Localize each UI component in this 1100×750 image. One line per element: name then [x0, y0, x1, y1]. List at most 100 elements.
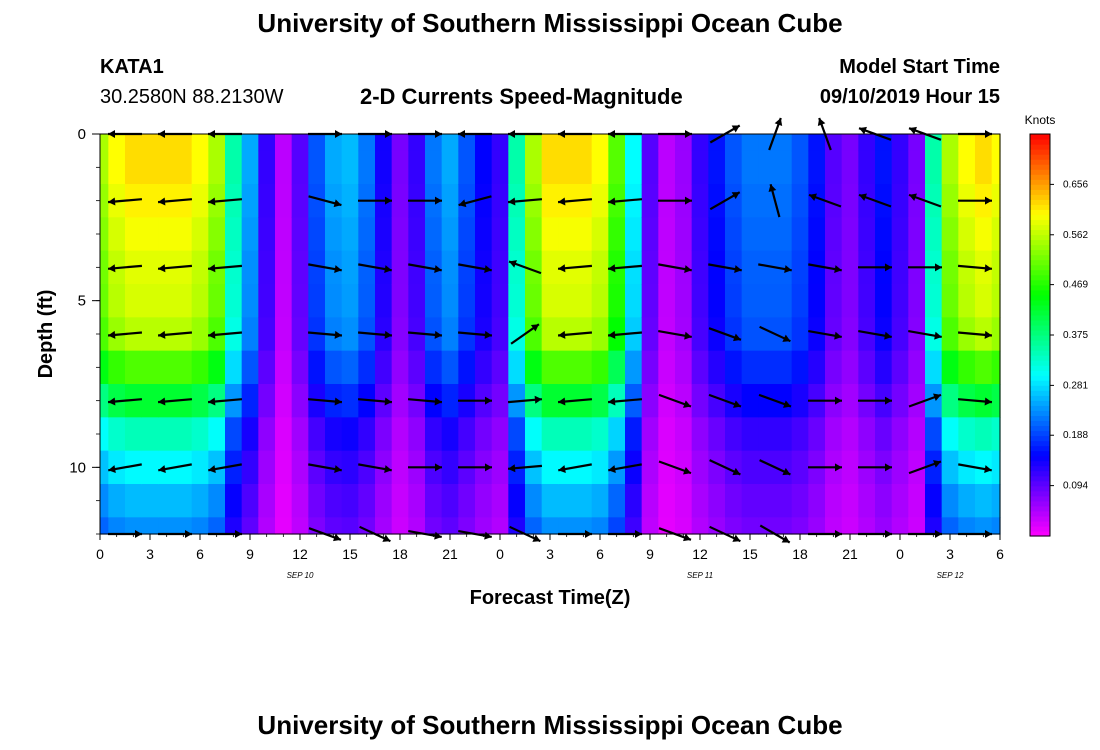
heat-cell [525, 250, 543, 285]
heat-cell [458, 284, 476, 318]
colorbar-segment [1030, 335, 1050, 341]
heat-cell [158, 350, 176, 385]
heat-cell [175, 517, 193, 535]
heat-cell [591, 134, 609, 152]
heat-cell [441, 384, 459, 418]
colorbar-segment [1030, 490, 1050, 497]
heat-cell [741, 284, 759, 318]
heat-cell [441, 150, 459, 185]
heat-cell [475, 417, 493, 452]
heat-cell [691, 250, 709, 285]
colorbar-tick-label: 0.281 [1063, 380, 1088, 391]
current-arrow [107, 330, 143, 339]
heat-cell [441, 350, 459, 385]
colorbar-segment [1030, 435, 1050, 442]
heat-cell [841, 184, 859, 218]
heat-cell [841, 150, 859, 185]
colorbar-segment [1030, 480, 1050, 487]
x-tick-label: 12 [692, 546, 708, 562]
heat-cell [158, 484, 176, 518]
heat-cell [858, 317, 876, 352]
heat-cell [141, 184, 159, 218]
heat-cell [808, 417, 826, 452]
heat-cell [841, 217, 859, 252]
heat-cell [275, 217, 293, 252]
heat-cell [925, 317, 943, 352]
heat-cell [358, 150, 376, 185]
heat-cell [291, 350, 309, 385]
current-arrow [908, 393, 942, 408]
heat-cell [541, 350, 559, 385]
heat-cell [491, 217, 509, 252]
heat-cell [991, 284, 1001, 318]
current-arrow [708, 263, 742, 274]
heat-cell [491, 184, 509, 218]
heat-cell [325, 150, 343, 185]
heat-cell [441, 250, 459, 285]
colorbar-segment [1030, 229, 1050, 236]
heat-cell [691, 134, 709, 152]
heat-cell [491, 517, 509, 535]
heat-cell [791, 484, 809, 518]
heat-cell [708, 417, 726, 452]
colorbar-segment [1030, 264, 1050, 271]
heat-cell [125, 217, 143, 252]
heat-cell [125, 484, 143, 518]
heat-cell [941, 417, 959, 452]
heat-cell [708, 250, 726, 285]
heat-cell [358, 217, 376, 252]
heat-cell [408, 350, 426, 385]
heat-cell [308, 217, 326, 252]
heat-cell [991, 417, 1001, 452]
heat-cell [641, 134, 659, 152]
heat-cell [291, 417, 309, 452]
current-arrow [607, 264, 643, 273]
heat-cell [391, 450, 409, 485]
heat-cell [258, 384, 276, 418]
colorbar-segment [1030, 430, 1050, 437]
heat-cell [375, 517, 393, 535]
current-arrow [357, 397, 393, 406]
heat-cell [775, 217, 793, 252]
current-arrow [708, 393, 742, 408]
heat-cell [958, 134, 976, 152]
heat-cell [691, 517, 709, 535]
heat-cell [241, 250, 259, 285]
heat-cell [241, 284, 259, 318]
heat-cell [191, 217, 209, 252]
heat-cell [941, 450, 959, 485]
current-arrow [510, 323, 540, 345]
heat-cell [191, 284, 209, 318]
heat-cell [725, 217, 743, 252]
heat-cell [875, 517, 893, 535]
heat-cell [925, 150, 943, 185]
heat-cell [141, 350, 159, 385]
heat-cell [225, 284, 243, 318]
heat-cell [658, 250, 676, 285]
heat-cell [925, 350, 943, 385]
heat-cell [875, 317, 893, 352]
x-tick-label: 21 [842, 546, 858, 562]
heat-cell [675, 134, 693, 152]
heat-cell [541, 384, 559, 418]
heat-cell [191, 250, 209, 285]
heat-cell [675, 350, 693, 385]
heat-cell [875, 217, 893, 252]
heat-cell [908, 450, 926, 485]
heat-cell [708, 134, 726, 152]
heat-cell [358, 517, 376, 535]
heat-cell [725, 150, 743, 185]
colorbar-tick-label: 0.562 [1063, 230, 1088, 241]
heat-cell [841, 317, 859, 352]
heat-cell [308, 450, 326, 485]
heat-cell [325, 250, 343, 285]
heat-cell [775, 317, 793, 352]
heat-cell [225, 517, 243, 535]
heat-cell [975, 150, 993, 185]
heat-cell [791, 150, 809, 185]
current-arrow [308, 263, 342, 274]
heat-cell [658, 134, 676, 152]
y-tick-label: 5 [78, 293, 86, 310]
colorbar-segment [1030, 410, 1050, 416]
heat-cell [191, 417, 209, 452]
